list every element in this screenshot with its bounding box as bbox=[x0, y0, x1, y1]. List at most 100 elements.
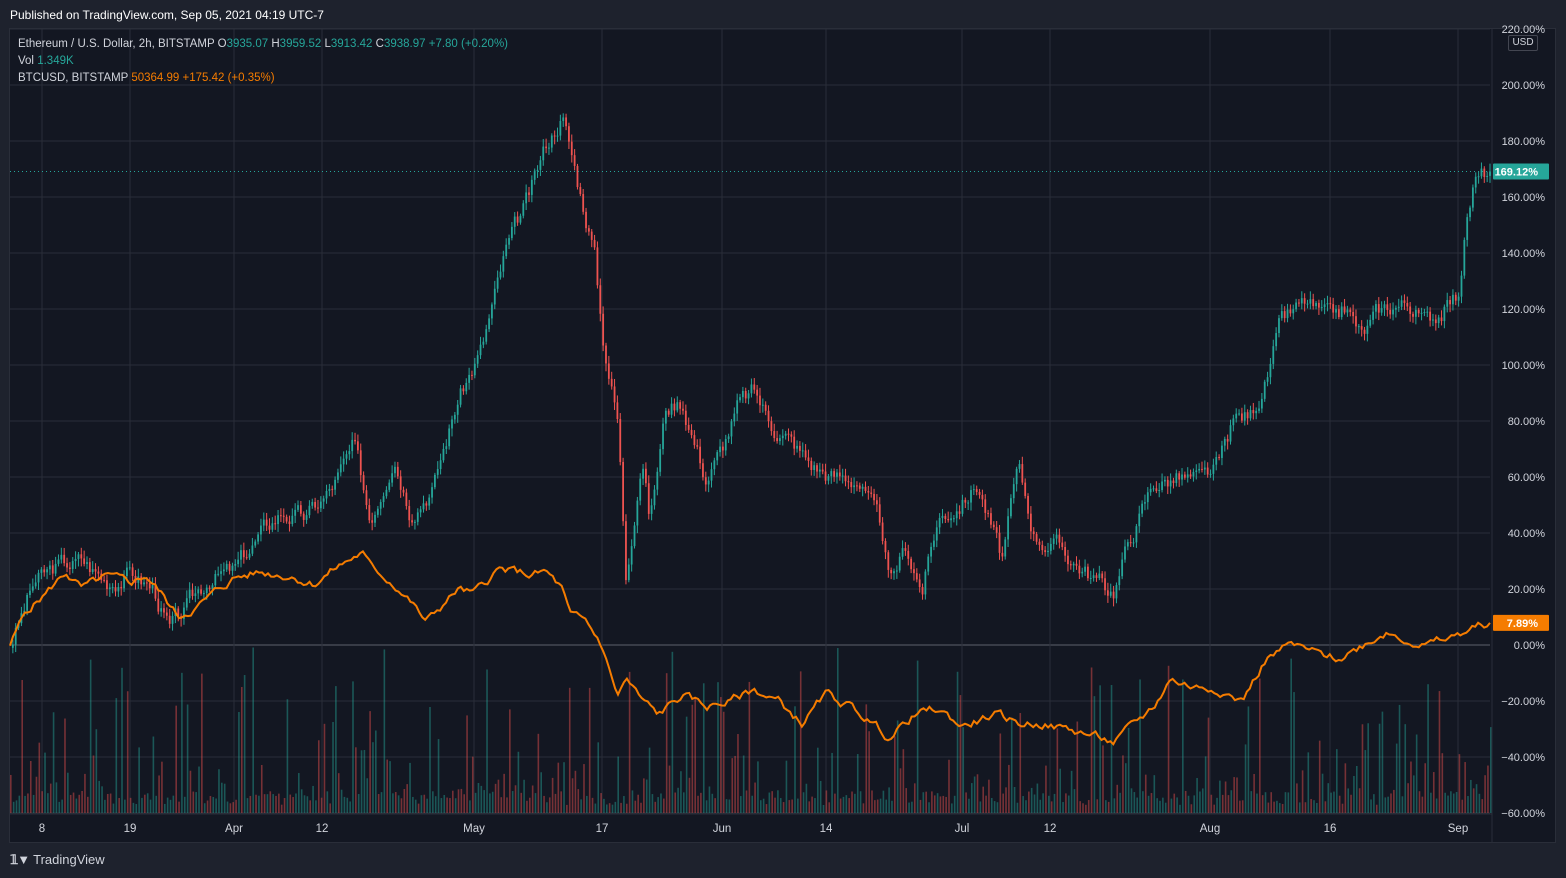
volume-bar bbox=[289, 794, 292, 813]
currency-badge[interactable]: USD bbox=[1508, 35, 1538, 51]
volume-bar bbox=[343, 796, 346, 813]
candle-body bbox=[1340, 306, 1343, 318]
header-bar: Published on TradingView.com, Sep 05, 20… bbox=[0, 0, 1566, 28]
volume-bar bbox=[817, 747, 819, 813]
legend-compare-row[interactable]: BTCUSD, BITSTAMP 50364.99 +175.42 (+0.35… bbox=[18, 70, 508, 87]
candle-body bbox=[970, 490, 972, 503]
volume-bar bbox=[1467, 796, 1469, 813]
candle-body bbox=[368, 505, 371, 521]
volume-bar bbox=[1201, 788, 1204, 813]
volume-bar bbox=[132, 802, 135, 813]
legend-volume-label: Vol bbox=[18, 55, 34, 67]
candle-body bbox=[1483, 168, 1486, 178]
legend-volume-row[interactable]: Vol 1.349K bbox=[18, 53, 508, 70]
candle-body bbox=[1195, 470, 1198, 472]
volume-bar bbox=[888, 787, 890, 813]
volume-bar bbox=[417, 803, 420, 813]
candle-body bbox=[516, 216, 519, 223]
volume-bar bbox=[871, 790, 873, 813]
btc-last-value-badge bbox=[1493, 614, 1549, 631]
volume-bar bbox=[959, 695, 962, 813]
volume-bar bbox=[1164, 802, 1167, 813]
candle-body bbox=[1318, 302, 1320, 308]
volume-bar bbox=[523, 779, 525, 813]
candle-body bbox=[274, 523, 277, 525]
candle-body bbox=[972, 489, 975, 491]
volume-bar bbox=[651, 794, 654, 813]
legend-close-label: C bbox=[375, 38, 384, 50]
candle-body bbox=[1144, 502, 1146, 504]
footer-brand[interactable]: 𝟙▼ TradingView bbox=[10, 852, 105, 868]
volume-bar bbox=[1219, 780, 1221, 813]
candle-body bbox=[433, 474, 436, 488]
candle-body bbox=[1223, 438, 1226, 446]
volume-bar bbox=[269, 791, 272, 813]
volume-bar bbox=[355, 747, 357, 813]
candle-body bbox=[148, 583, 151, 589]
candle-body bbox=[984, 499, 987, 513]
candle-body bbox=[1272, 346, 1275, 364]
volume-bar bbox=[845, 795, 848, 813]
volume-bar bbox=[163, 803, 166, 813]
volume-bar bbox=[1347, 788, 1350, 813]
volume-bar bbox=[1273, 801, 1275, 813]
y-tick-label: 80.00% bbox=[1508, 416, 1546, 428]
candle-body bbox=[1394, 307, 1397, 310]
candle-body bbox=[579, 187, 582, 195]
candle-body bbox=[1463, 239, 1466, 276]
candle-body bbox=[405, 492, 408, 507]
volume-bar bbox=[1464, 762, 1466, 813]
candle-body bbox=[847, 481, 850, 483]
candle-body bbox=[1260, 398, 1263, 409]
candle-body bbox=[1138, 513, 1141, 527]
candle-body bbox=[773, 431, 776, 439]
candle-body bbox=[961, 499, 964, 514]
volume-bar bbox=[1050, 801, 1053, 813]
candle-body bbox=[753, 384, 756, 390]
volume-bar bbox=[409, 762, 411, 813]
volume-bar bbox=[645, 779, 648, 813]
volume-bar bbox=[782, 802, 785, 813]
volume-bar bbox=[380, 792, 383, 813]
volume-bar bbox=[1444, 792, 1446, 813]
candle-body bbox=[277, 515, 279, 525]
volume-bar bbox=[1153, 775, 1156, 813]
volume-bar bbox=[44, 752, 46, 813]
volume-bar bbox=[731, 758, 734, 813]
candle-body bbox=[890, 569, 893, 574]
volume-bar bbox=[432, 791, 434, 813]
candle-body bbox=[1121, 559, 1124, 577]
volume-bar bbox=[1139, 679, 1141, 813]
candle-body bbox=[245, 557, 248, 559]
volume-bar bbox=[794, 706, 796, 813]
volume-bar bbox=[874, 800, 876, 813]
volume-bar bbox=[520, 792, 523, 813]
volume-bar bbox=[95, 729, 98, 813]
legend-main-row[interactable]: Ethereum / U.S. Dollar, 2h, BITSTAMP O39… bbox=[18, 36, 508, 53]
volume-bar bbox=[337, 773, 340, 813]
candle-body bbox=[120, 586, 123, 589]
candle-body bbox=[74, 558, 77, 562]
candle-body bbox=[776, 438, 778, 442]
volume-bar bbox=[973, 776, 976, 813]
candle-body bbox=[1238, 413, 1240, 415]
volume-bar bbox=[885, 799, 888, 813]
candle-body bbox=[1201, 468, 1203, 470]
volume-bar bbox=[1247, 706, 1250, 813]
candle-body bbox=[1095, 575, 1098, 578]
volume-bar bbox=[1421, 796, 1424, 813]
candle-body bbox=[1349, 309, 1352, 313]
candle-body bbox=[1047, 550, 1049, 553]
legend-main-symbol: Ethereum / U.S. Dollar, 2h, BITSTAMP bbox=[18, 38, 215, 50]
volume-bar bbox=[526, 800, 528, 813]
candle-body bbox=[123, 576, 125, 589]
candle-body bbox=[1469, 207, 1471, 218]
volume-bar bbox=[335, 686, 337, 813]
candle-body bbox=[921, 587, 924, 595]
candle-body bbox=[513, 216, 516, 227]
candle-body bbox=[1357, 326, 1360, 328]
candle-body bbox=[97, 571, 100, 574]
volume-bar bbox=[52, 712, 55, 813]
candle-body bbox=[1303, 298, 1306, 304]
